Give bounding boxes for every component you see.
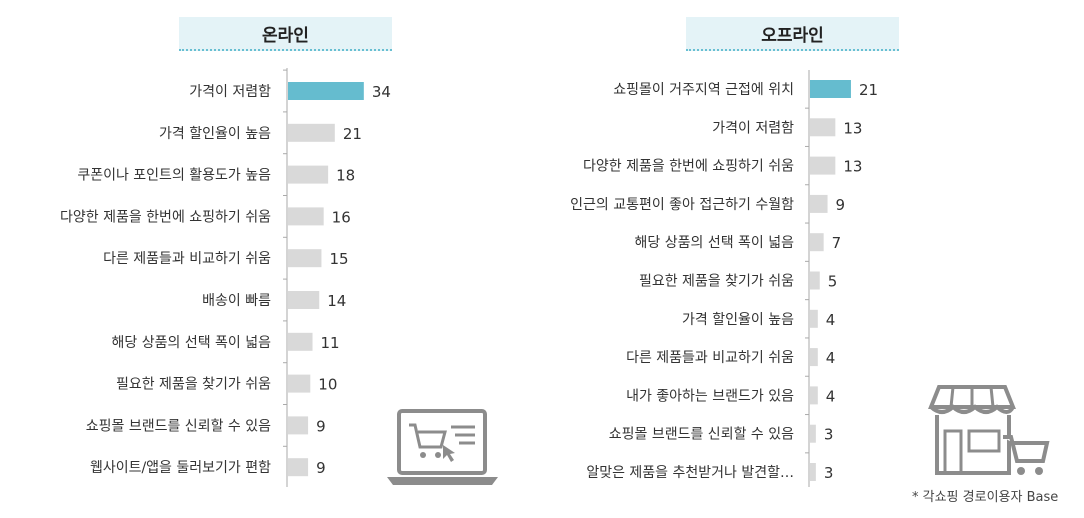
store-cart-icon [928, 385, 1050, 475]
online-value-label: 15 [329, 250, 348, 268]
offline-category-label: 알맞은 제품을 추천받거나 발견할… [586, 465, 794, 481]
online-value-label: 11 [321, 334, 340, 352]
online-bar [288, 416, 309, 435]
offline-value-label: 5 [828, 273, 838, 291]
offline-chart: 쇼핑몰이 거주지역 근접에 위치 21 가격이 저렴함 13 다양한 제품을 한번에 쇼… [570, 70, 878, 487]
offline-category-label: 가격이 저렴함 [712, 120, 794, 136]
online-category-label: 해당 상품의 선택 폭이 넓음 [112, 335, 272, 351]
offline-category-label: 가격 할인율이 높음 [682, 312, 794, 328]
online-bar [288, 291, 320, 309]
online-value-label: 21 [343, 125, 362, 143]
offline-bar [810, 80, 851, 98]
offline-bar [810, 194, 828, 213]
online-bar [288, 249, 322, 268]
online-value-label: 9 [316, 417, 326, 435]
online-bar [288, 374, 311, 393]
offline-bar [810, 348, 818, 367]
offline-category-label: 쇼핑몰이 거주지역 근접에 위치 [613, 82, 794, 98]
online-category-label: 배송이 빠름 [202, 293, 271, 309]
offline-panel-title: 오프라인 [686, 17, 899, 51]
online-bar [288, 165, 329, 184]
online-value-label: 10 [318, 376, 337, 394]
offline-value-label: 4 [826, 349, 836, 367]
offline-value-label: 13 [843, 119, 862, 137]
offline-category-label: 필요한 제품을 찾기가 쉬움 [639, 274, 794, 290]
online-category-label: 다양한 제품을 한번에 쇼핑하기 쉬움 [60, 209, 271, 225]
offline-value-label: 3 [824, 464, 834, 482]
offline-value-label: 13 [843, 158, 862, 176]
offline-category-label: 쇼핑몰 브랜드를 신뢰할 수 있음 [609, 427, 794, 443]
online-category-label: 가격이 저렴함 [189, 84, 271, 100]
online-bar [288, 82, 364, 100]
online-value-label: 16 [332, 208, 351, 226]
offline-value-label: 4 [826, 311, 836, 329]
offline-value-label: 4 [826, 387, 836, 405]
online-bar [288, 332, 313, 351]
offline-category-label: 인근의 교통편이 좋아 접근하기 수월함 [570, 197, 794, 213]
online-value-label: 34 [372, 83, 391, 101]
offline-value-label: 3 [824, 426, 834, 444]
offline-value-label: 9 [836, 196, 846, 214]
online-panel-title: 온라인 [179, 17, 392, 51]
offline-bar [810, 271, 820, 290]
offline-bar [810, 463, 816, 481]
offline-category-label: 다양한 제품을 한번에 쇼핑하기 쉬움 [583, 159, 794, 175]
online-bar [288, 123, 335, 142]
footnote: * 각쇼핑 경로이용자 Base [912, 490, 1059, 505]
offline-category-label: 해당 상품의 선택 폭이 넓음 [635, 235, 795, 251]
online-bar [288, 207, 324, 226]
online-category-label: 쿠폰이나 포인트의 활용도가 높음 [77, 168, 271, 184]
laptop-cart-icon [387, 409, 498, 485]
online-value-label: 18 [336, 167, 355, 185]
online-category-label: 쇼핑몰 브랜드를 신뢰할 수 있음 [86, 418, 271, 434]
online-value-label: 14 [327, 292, 346, 310]
online-category-label: 다른 제품들과 비교하기 쉬움 [103, 251, 271, 267]
offline-bar [810, 386, 818, 405]
online-chart: 가격이 저렴함 34 가격 할인율이 높음 21 쿠폰이나 포인트의 활용도가 높음 18… [60, 68, 391, 487]
offline-bar [810, 233, 824, 252]
offline-bar [810, 424, 816, 443]
offline-bar [810, 118, 836, 137]
online-category-label: 필요한 제품을 찾기가 쉬움 [116, 377, 271, 393]
offline-bar [810, 309, 818, 328]
offline-value-label: 7 [832, 234, 842, 252]
offline-category-label: 내가 좋아하는 브랜드가 있음 [626, 388, 794, 404]
offline-category-label: 다른 제품들과 비교하기 쉬움 [626, 350, 794, 366]
online-value-label: 9 [316, 459, 326, 477]
online-bar [288, 458, 309, 477]
online-category-label: 웹사이트/앱을 둘러보기가 편함 [90, 460, 271, 476]
online-category-label: 가격 할인율이 높음 [159, 126, 271, 142]
offline-bar [810, 156, 836, 175]
offline-value-label: 21 [859, 81, 878, 99]
